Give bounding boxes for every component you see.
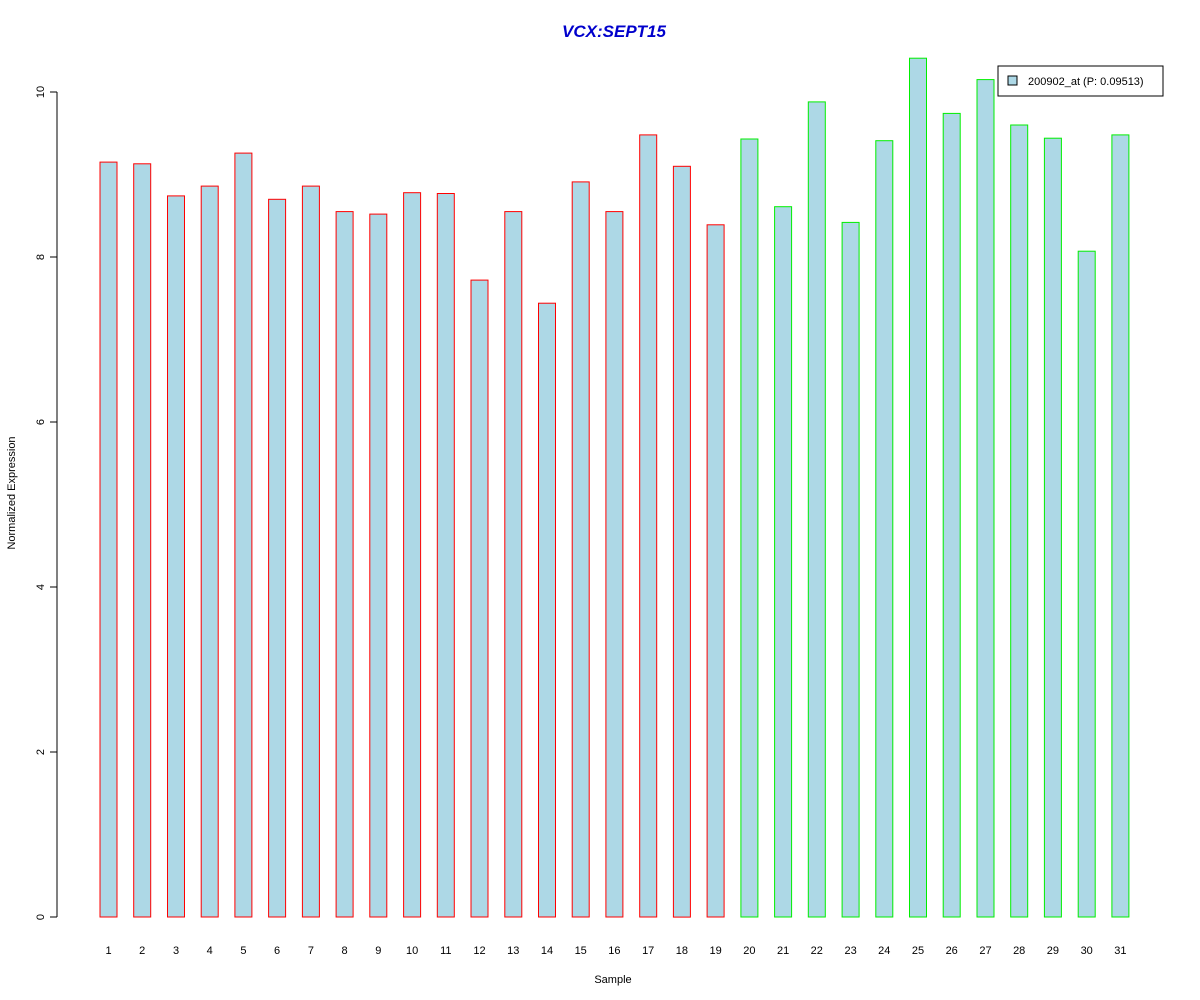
x-tick-label: 19: [709, 945, 721, 957]
x-tick-label: 25: [912, 945, 924, 957]
x-tick-label: 13: [507, 945, 519, 957]
y-tick-label: 0: [35, 914, 47, 920]
y-tick-label: 6: [35, 419, 47, 425]
x-tick-label: 30: [1081, 945, 1093, 957]
bar: [774, 206, 793, 918]
bar: [335, 211, 354, 918]
x-tick-label: 24: [878, 945, 890, 957]
legend-label: 200902_at (P: 0.09513): [1028, 76, 1144, 88]
bar: [706, 224, 725, 918]
bar: [740, 138, 759, 918]
bar: [403, 192, 422, 918]
x-tick-label: 12: [473, 945, 485, 957]
bar: [875, 140, 894, 918]
x-tick-label: 17: [642, 945, 654, 957]
bar: [909, 57, 927, 918]
bar: [942, 112, 961, 918]
y-tick-label: 4: [35, 584, 47, 590]
bar: [1077, 250, 1096, 918]
x-tick-label: 10: [406, 945, 418, 957]
bar: [234, 152, 253, 918]
x-tick-label: 27: [979, 945, 991, 957]
x-tick-label: 28: [1013, 945, 1025, 957]
x-tick-label: 23: [844, 945, 856, 957]
x-tick-label: 1: [105, 945, 111, 957]
chart-title: VCX:SEPT15: [562, 22, 666, 41]
bar: [639, 134, 658, 918]
x-tick-label: 29: [1047, 945, 1059, 957]
x-tick-label: 16: [608, 945, 620, 957]
bar: [167, 195, 185, 918]
x-tick-label: 14: [541, 945, 553, 957]
bar: [99, 161, 118, 918]
bar: [807, 101, 826, 918]
x-tick-label: 2: [139, 945, 145, 957]
legend-swatch: [1007, 75, 1018, 86]
x-tick-label: 9: [375, 945, 381, 957]
x-tick-label: 5: [240, 945, 246, 957]
bar: [841, 221, 860, 918]
bars: [99, 57, 1130, 918]
legend-box: [997, 65, 1164, 97]
x-tick-label: 3: [173, 945, 179, 957]
x-tick-label: 8: [342, 945, 348, 957]
x-axis: 1 2 3 4 5 6 7 8 9 10 11 12 13 14 15 16 17 18 19 20 21 22 23 24 2…: [105, 945, 1126, 957]
bar: [470, 279, 489, 918]
bar: [200, 185, 219, 918]
x-axis-label: Sample: [594, 974, 631, 986]
x-tick-label: 26: [946, 945, 958, 957]
bar: [672, 165, 691, 918]
y-axis-label: Normalized Expression: [6, 436, 18, 549]
x-tick-label: 21: [777, 945, 789, 957]
y-tick-label: 2: [35, 749, 47, 755]
y-tick-label: 10: [35, 86, 47, 98]
bar: [301, 185, 320, 918]
bar: [133, 163, 152, 918]
y-axis: 0 2 4 6 8 10: [35, 86, 58, 920]
x-tick-label: 18: [676, 945, 688, 957]
x-tick-label: 22: [811, 945, 823, 957]
bar: [436, 193, 455, 918]
bar: [1111, 134, 1130, 918]
bar: [605, 211, 624, 918]
x-tick-label: 20: [743, 945, 755, 957]
y-tick-label: 8: [35, 254, 47, 260]
x-tick-label: 15: [575, 945, 587, 957]
x-tick-label: 31: [1114, 945, 1126, 957]
x-tick-label: 6: [274, 945, 280, 957]
bar: [538, 302, 556, 918]
x-tick-label: 4: [207, 945, 213, 957]
bar: [504, 211, 523, 918]
bar: [268, 198, 287, 918]
x-tick-label: 7: [308, 945, 314, 957]
bar: [1010, 124, 1029, 918]
bar: [1043, 137, 1062, 918]
bar: [369, 213, 388, 918]
bar: [976, 79, 995, 918]
legend: 200902_at (P: 0.09513): [997, 65, 1164, 97]
bar: [571, 181, 590, 918]
x-tick-label: 11: [440, 945, 451, 957]
